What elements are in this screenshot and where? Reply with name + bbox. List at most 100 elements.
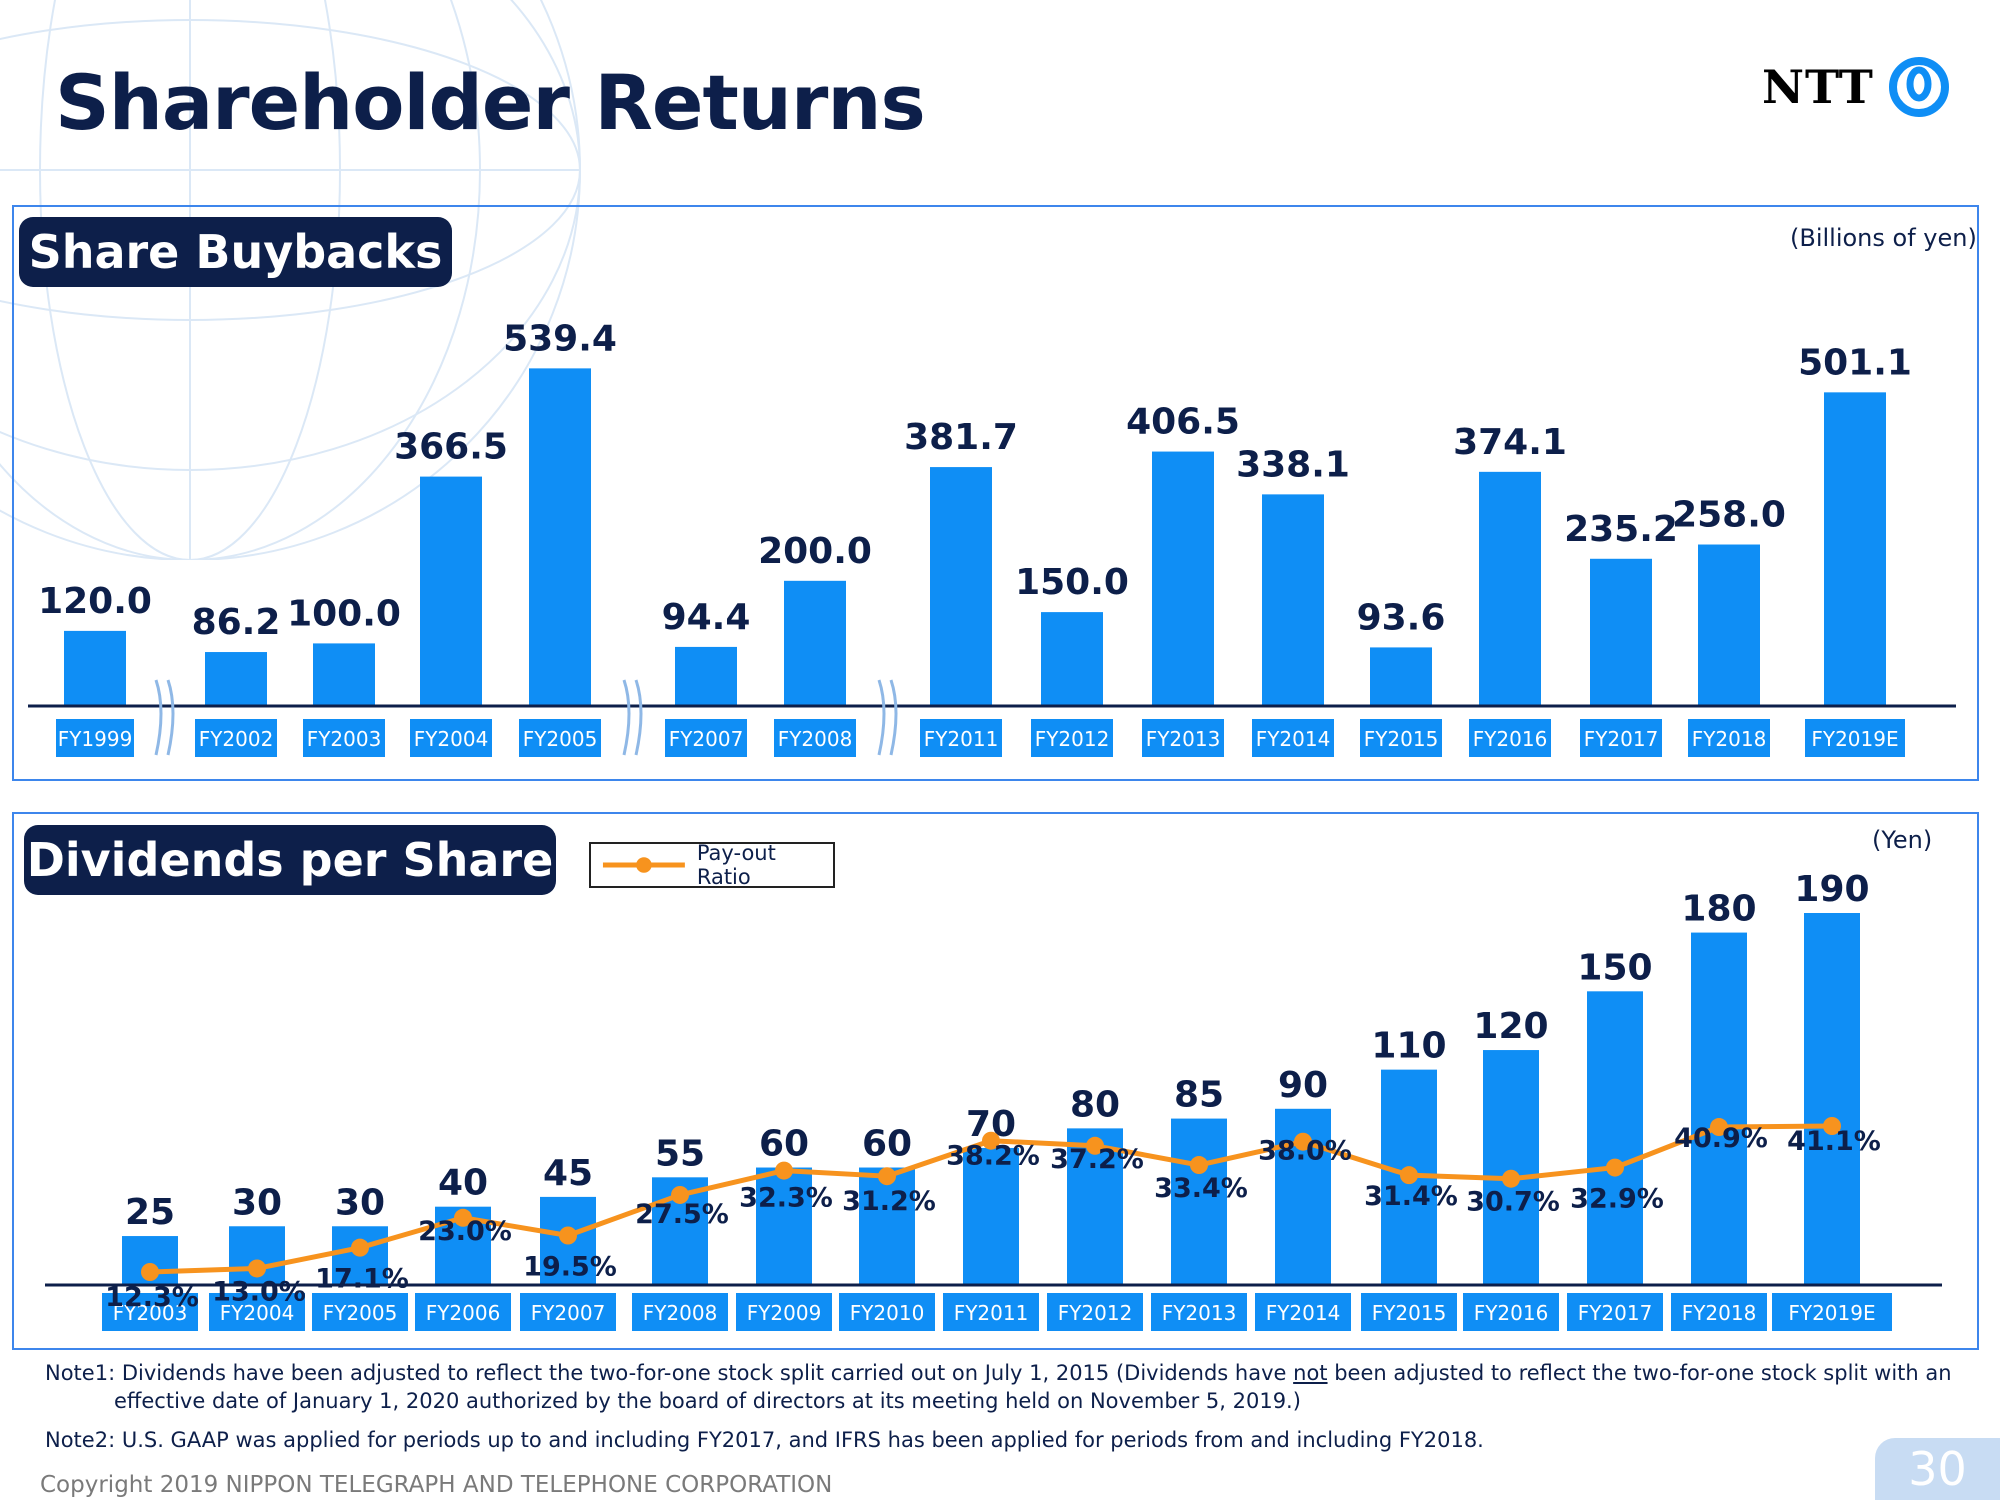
dividend-xlabel-FY2003: FY2003 xyxy=(113,1301,188,1325)
buyback-value-label-FY2002: 86.2 xyxy=(192,602,281,643)
buyback-bar-FY2007 xyxy=(675,646,737,706)
buyback-bar-FY2012 xyxy=(1041,612,1103,706)
buyback-value-label-FY2015: 93.6 xyxy=(1357,597,1446,638)
legend-line-marker xyxy=(602,857,685,873)
dividend-value-label-FY2007: 45 xyxy=(543,1153,593,1194)
note-1-part-c: effective date of January 1, 2020 author… xyxy=(114,1389,1301,1413)
note-2: Note2: U.S. GAAP was applied for periods… xyxy=(45,1428,1484,1452)
payout-label-FY2019E: 41.1% xyxy=(1787,1126,1881,1157)
buybacks-unit-label: (Billions of yen) xyxy=(1790,224,1977,252)
buyback-xlabel-FY2003: FY2003 xyxy=(307,727,382,751)
payout-label-FY2017: 32.9% xyxy=(1570,1184,1664,1215)
chart-legend: Pay-out Ratio xyxy=(589,841,835,889)
dividend-xlabel-FY2007: FY2007 xyxy=(531,1301,606,1325)
buyback-xlabel-FY2016: FY2016 xyxy=(1473,727,1548,751)
buyback-xlabel-box-FY2011 xyxy=(920,719,1002,757)
payout-point-FY2015 xyxy=(1400,1166,1418,1185)
dividend-xlabel-box-FY2004 xyxy=(209,1293,305,1331)
buyback-xlabel-FY2017: FY2017 xyxy=(1584,727,1659,751)
payout-point-FY2012 xyxy=(1086,1136,1104,1155)
dividend-bar-FY2019E xyxy=(1804,913,1860,1285)
ntt-logo-icon xyxy=(1888,57,1949,117)
copyright: Copyright 2019 NIPPON TELEGRAPH AND TELE… xyxy=(40,1472,833,1498)
dividend-xlabel-FY2014: FY2014 xyxy=(1266,1301,1341,1325)
buyback-value-label-FY2012: 150.0 xyxy=(1015,562,1129,603)
axis-break-FY1999 xyxy=(166,679,175,756)
dividend-value-label-FY2004: 30 xyxy=(232,1182,282,1223)
payout-label-FY2004: 13.0% xyxy=(212,1276,306,1307)
buyback-value-label-FY2017: 235.2 xyxy=(1564,509,1678,550)
buyback-value-label-FY2019E: 501.1 xyxy=(1798,342,1912,383)
dividend-value-label-FY2019E: 190 xyxy=(1794,869,1869,910)
buyback-bar-FY2008 xyxy=(784,580,846,706)
buyback-xlabel-FY2015: FY2015 xyxy=(1364,727,1439,751)
buyback-bar-FY2005 xyxy=(529,368,591,706)
page-number: 30 xyxy=(1875,1438,2000,1500)
dividend-value-label-FY2008: 55 xyxy=(655,1133,705,1174)
payout-label-FY2016: 30.7% xyxy=(1466,1187,1560,1218)
buyback-bar-FY2002 xyxy=(205,652,267,706)
buyback-xlabel-FY2014: FY2014 xyxy=(1256,727,1331,751)
buyback-xlabel-FY2008: FY2008 xyxy=(778,727,853,751)
axis-break-FY2008 xyxy=(877,679,886,756)
dividend-value-label-FY2014: 90 xyxy=(1278,1065,1328,1106)
payout-label-FY2014: 38.0% xyxy=(1258,1136,1352,1167)
share-buybacks-title: Share Buybacks xyxy=(19,217,452,287)
dividend-xlabel-box-FY2006 xyxy=(415,1293,511,1331)
dividend-bar-FY2018 xyxy=(1691,932,1747,1285)
buyback-xlabel-box-FY2002 xyxy=(195,719,277,757)
dividend-value-label-FY2015: 110 xyxy=(1371,1026,1446,1067)
payout-point-FY2003 xyxy=(141,1263,159,1281)
globe-watermark xyxy=(0,0,581,560)
dividend-xlabel-box-FY2003 xyxy=(102,1293,198,1331)
buyback-xlabel-FY2002: FY2002 xyxy=(199,727,274,751)
dividend-xlabel-box-FY2008 xyxy=(632,1293,728,1331)
buyback-value-label-FY2005: 539.4 xyxy=(503,318,617,359)
dividend-xlabel-FY2005: FY2005 xyxy=(323,1301,398,1325)
note-1-part-b: been adjusted to reflect the two-for-one… xyxy=(1327,1361,1952,1385)
dividend-value-label-FY2012: 80 xyxy=(1070,1084,1120,1125)
buyback-bar-FY2019E xyxy=(1824,392,1886,706)
dividend-value-label-FY2006: 40 xyxy=(438,1163,488,1204)
buyback-xlabel-box-FY2007 xyxy=(665,719,747,757)
payout-label-FY2018: 40.9% xyxy=(1674,1123,1768,1154)
dividends-unit-label: (Yen) xyxy=(1872,826,1933,854)
dividend-xlabel-box-FY2012 xyxy=(1047,1293,1143,1331)
dividend-bar-FY2011 xyxy=(963,1147,1019,1285)
share-buybacks-panel xyxy=(12,205,1979,781)
dividend-value-label-FY2005: 30 xyxy=(335,1182,385,1223)
dividend-xlabel-FY2004: FY2004 xyxy=(220,1301,295,1325)
dividend-bar-FY2013 xyxy=(1171,1118,1227,1285)
dividend-value-label-FY2017: 150 xyxy=(1577,947,1652,988)
dividend-xlabel-FY2013: FY2013 xyxy=(1162,1301,1237,1325)
dividend-xlabel-FY2010: FY2010 xyxy=(850,1301,925,1325)
buyback-xlabel-box-FY2003 xyxy=(303,719,385,757)
buyback-value-label-FY2007: 94.4 xyxy=(662,597,751,638)
dividend-xlabel-box-FY2011 xyxy=(943,1293,1039,1331)
buyback-bar-FY2011 xyxy=(930,467,992,706)
dividend-xlabel-box-FY2019E xyxy=(1772,1293,1892,1331)
payout-label-FY2005: 17.1% xyxy=(315,1264,409,1295)
payout-point-FY2019E xyxy=(1823,1117,1841,1135)
buyback-xlabel-box-FY2015 xyxy=(1360,719,1442,757)
buyback-xlabel-box-FY2019E xyxy=(1805,719,1905,757)
dividend-value-label-FY2009: 60 xyxy=(759,1124,809,1165)
buyback-bar-FY1999 xyxy=(64,630,126,706)
dividend-xlabel-FY2019E: FY2019E xyxy=(1788,1301,1875,1325)
buyback-bar-FY2015 xyxy=(1370,647,1432,706)
payout-point-FY2011 xyxy=(982,1131,1000,1150)
buyback-xlabel-FY1999: FY1999 xyxy=(58,727,133,751)
payout-label-FY2009: 32.3% xyxy=(739,1183,833,1214)
payout-label-FY2008: 27.5% xyxy=(635,1199,729,1230)
dividend-xlabel-box-FY2005 xyxy=(312,1293,408,1331)
dividend-value-label-FY2010: 60 xyxy=(862,1124,912,1165)
payout-label-FY2006: 23.0% xyxy=(418,1216,512,1247)
buyback-value-label-FY2013: 406.5 xyxy=(1126,402,1240,443)
dividend-value-label-FY2003: 25 xyxy=(125,1192,175,1233)
payout-label-FY2012: 37.2% xyxy=(1050,1144,1144,1175)
dividend-value-label-FY2018: 180 xyxy=(1681,889,1756,930)
dividend-xlabel-box-FY2017 xyxy=(1567,1293,1663,1331)
dividend-xlabel-box-FY2007 xyxy=(520,1293,616,1331)
buyback-xlabel-FY2004: FY2004 xyxy=(414,727,489,751)
note-1-not: not xyxy=(1293,1361,1328,1385)
